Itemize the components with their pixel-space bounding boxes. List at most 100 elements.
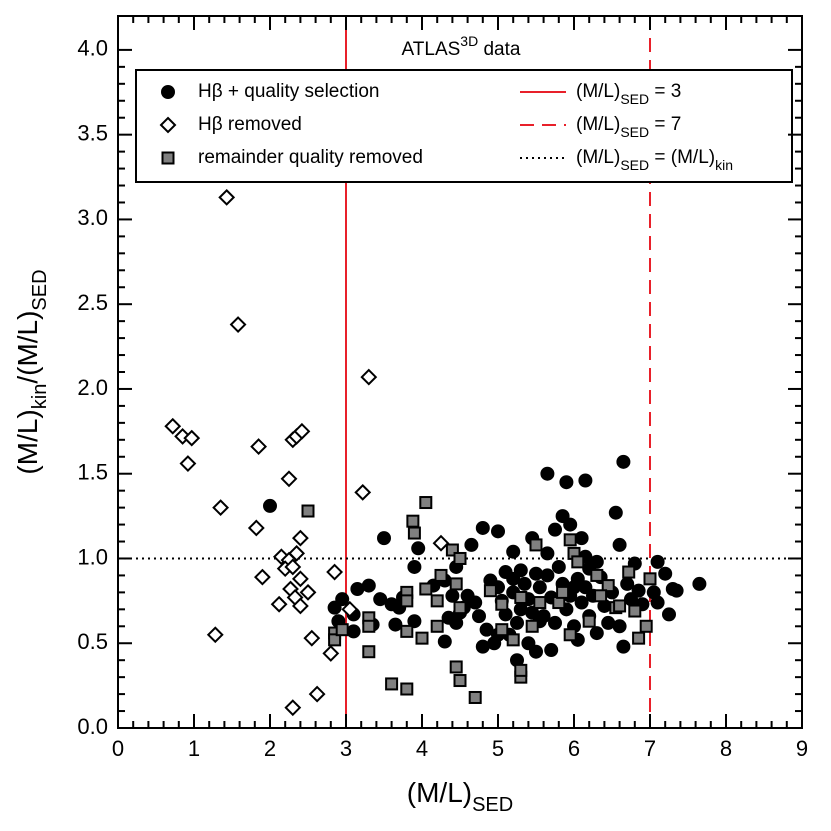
point bbox=[360, 368, 378, 386]
point bbox=[540, 466, 555, 481]
point bbox=[563, 517, 578, 532]
x-tick-label: 7 bbox=[644, 736, 656, 761]
point bbox=[475, 520, 490, 535]
point bbox=[559, 475, 574, 490]
point bbox=[327, 600, 342, 615]
point bbox=[272, 548, 290, 566]
point bbox=[555, 509, 570, 524]
point bbox=[529, 644, 543, 659]
point bbox=[590, 568, 604, 582]
point bbox=[513, 563, 528, 578]
point bbox=[453, 674, 467, 688]
point bbox=[658, 566, 673, 581]
point bbox=[406, 514, 420, 528]
point bbox=[622, 565, 636, 579]
point bbox=[491, 524, 505, 539]
point bbox=[525, 619, 539, 633]
point bbox=[301, 504, 315, 518]
x-axis-label-part: (M/L) bbox=[407, 777, 472, 808]
point bbox=[411, 541, 426, 556]
point bbox=[521, 636, 536, 651]
point bbox=[350, 581, 365, 596]
x-tick-label: 5 bbox=[492, 736, 504, 761]
point bbox=[179, 455, 197, 472]
point bbox=[291, 529, 309, 547]
point bbox=[441, 610, 456, 625]
y-axis-label: (M/L)kin/(M/L)SED bbox=[12, 269, 51, 474]
point bbox=[434, 568, 448, 582]
point bbox=[229, 316, 247, 333]
point bbox=[335, 623, 349, 637]
point bbox=[303, 629, 321, 647]
point bbox=[419, 582, 433, 596]
point bbox=[407, 526, 421, 540]
point bbox=[483, 584, 497, 598]
chart-title-part: 3D bbox=[460, 33, 478, 49]
point bbox=[280, 470, 298, 488]
point bbox=[468, 595, 483, 610]
point bbox=[385, 677, 399, 691]
point bbox=[432, 534, 450, 552]
point bbox=[628, 604, 642, 618]
point bbox=[567, 580, 581, 595]
point bbox=[430, 619, 444, 633]
point bbox=[612, 619, 627, 634]
point bbox=[650, 554, 665, 569]
legend-label-part: (M/L) bbox=[576, 81, 620, 102]
point bbox=[578, 473, 593, 488]
point bbox=[594, 589, 608, 603]
chart-title: ATLAS3D data bbox=[402, 33, 521, 60]
point bbox=[284, 558, 302, 576]
legend-label-part: (M/L) bbox=[576, 114, 620, 135]
chart-title-part: data bbox=[478, 39, 521, 60]
x-tick-label: 2 bbox=[264, 736, 276, 761]
point bbox=[361, 578, 376, 593]
point bbox=[362, 619, 376, 633]
point bbox=[270, 595, 288, 613]
y-axis-label-part: /(M/L) bbox=[12, 311, 43, 384]
x-tick-label: 1 bbox=[188, 736, 200, 761]
y-tick-label: 2.5 bbox=[77, 290, 108, 315]
point bbox=[291, 570, 309, 588]
point bbox=[514, 590, 528, 604]
point bbox=[472, 609, 486, 624]
x-axis-label: (M/L)SED bbox=[407, 777, 513, 816]
point bbox=[445, 543, 459, 557]
point bbox=[506, 544, 521, 559]
point bbox=[415, 631, 429, 645]
y-axis-label-part: SED bbox=[29, 269, 51, 310]
point bbox=[563, 628, 577, 642]
legend-label-part: SED bbox=[620, 91, 649, 107]
y-tick-label: 3.5 bbox=[77, 120, 108, 145]
y-axis-label-part: (M/L) bbox=[12, 409, 43, 474]
point bbox=[373, 592, 388, 607]
point bbox=[589, 626, 604, 641]
point bbox=[445, 588, 460, 603]
point bbox=[388, 617, 403, 632]
point bbox=[589, 554, 604, 569]
point bbox=[430, 594, 444, 608]
point bbox=[529, 566, 543, 581]
point bbox=[548, 615, 562, 630]
point bbox=[506, 633, 520, 647]
legend-box bbox=[135, 69, 793, 183]
y-tick-label: 0.0 bbox=[77, 714, 108, 739]
point bbox=[206, 626, 224, 644]
point bbox=[601, 615, 616, 630]
point bbox=[533, 596, 547, 610]
y-tick-label: 2.0 bbox=[77, 375, 108, 400]
point bbox=[514, 663, 528, 677]
legend-label: Hβ + quality selection bbox=[198, 81, 380, 102]
y-tick-label: 4.0 bbox=[77, 36, 108, 61]
point bbox=[453, 551, 467, 565]
point bbox=[299, 583, 317, 601]
point bbox=[247, 519, 265, 537]
point bbox=[308, 685, 326, 703]
point bbox=[346, 624, 361, 639]
point bbox=[631, 583, 646, 598]
point bbox=[253, 568, 271, 586]
x-tick-label: 8 bbox=[720, 736, 732, 761]
point bbox=[643, 572, 657, 586]
point bbox=[475, 639, 490, 654]
